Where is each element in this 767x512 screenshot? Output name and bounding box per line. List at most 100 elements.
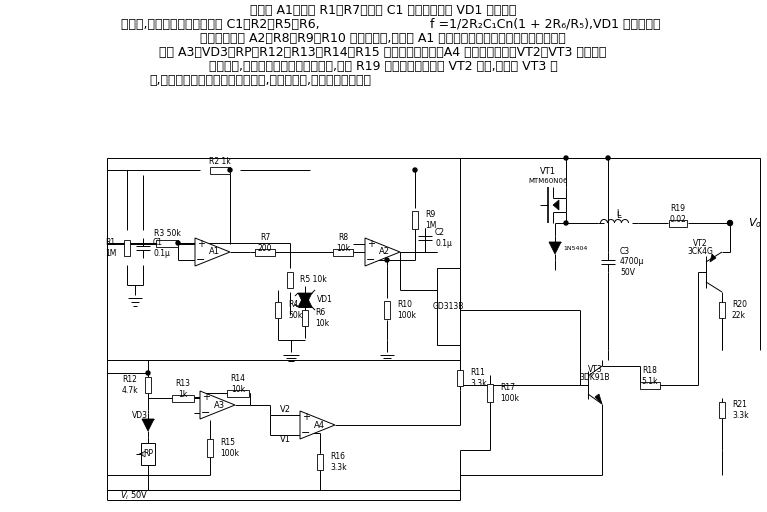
Text: C2
0.1μ: C2 0.1μ <box>435 228 452 248</box>
Text: R20
22k: R20 22k <box>732 301 747 319</box>
Text: R15
100k: R15 100k <box>220 438 239 458</box>
Text: R8
10k: R8 10k <box>336 233 350 253</box>
Text: V1: V1 <box>280 436 291 444</box>
Text: R21
3.3k: R21 3.3k <box>732 400 749 420</box>
Text: R4
50k: R4 50k <box>288 301 302 319</box>
Text: R17
100k: R17 100k <box>500 383 519 403</box>
Text: +: + <box>302 412 310 422</box>
Text: VT1: VT1 <box>540 167 556 177</box>
Text: R12
4.7k: R12 4.7k <box>122 375 139 395</box>
Text: $V_i$ 50V: $V_i$ 50V <box>120 490 149 502</box>
Bar <box>457 370 463 386</box>
Text: 3DK91B: 3DK91B <box>580 373 611 382</box>
Text: 比较器 A1、电阻 R1～R7、电容 C1 和双向稳压管 VD1 组成方波: 比较器 A1、电阻 R1～R7、电容 C1 和双向稳压管 VD1 组成方波 <box>250 4 516 16</box>
Bar <box>719 302 725 318</box>
Text: +: + <box>202 392 210 402</box>
Bar <box>384 301 390 319</box>
Text: R7
200: R7 200 <box>258 233 272 253</box>
Polygon shape <box>298 293 312 307</box>
Text: 出幅度。运放 A2、R8、R9、R10 组成积分器,它可将 A1 输出的方波转换成线性良好的三角波。: 出幅度。运放 A2、R8、R9、R10 组成积分器,它可将 A1 输出的方波转换… <box>200 32 566 45</box>
Polygon shape <box>553 200 559 210</box>
Bar <box>640 381 660 389</box>
Polygon shape <box>195 238 230 266</box>
Text: A3: A3 <box>214 400 225 410</box>
Text: +: + <box>367 239 375 249</box>
Circle shape <box>728 221 732 225</box>
Bar <box>207 439 213 457</box>
Bar <box>124 240 130 256</box>
Text: MTM60N06: MTM60N06 <box>528 178 568 184</box>
Polygon shape <box>549 242 561 254</box>
Bar <box>145 377 151 393</box>
Text: VD3: VD3 <box>132 411 148 419</box>
Text: 3CK4G: 3CK4G <box>687 247 713 257</box>
Text: R13
1k: R13 1k <box>176 379 190 399</box>
Bar <box>156 240 178 246</box>
Text: R5 10k: R5 10k <box>300 275 327 285</box>
Circle shape <box>385 258 389 262</box>
Bar <box>487 384 493 402</box>
Bar <box>255 248 275 255</box>
Polygon shape <box>200 391 235 419</box>
Text: R1
1M: R1 1M <box>105 238 117 258</box>
Text: A2: A2 <box>379 247 390 257</box>
Bar <box>317 454 323 470</box>
Bar <box>333 248 353 255</box>
Circle shape <box>564 156 568 160</box>
Bar <box>141 443 155 465</box>
Bar <box>287 272 293 288</box>
Polygon shape <box>710 254 716 262</box>
Text: R9
1M: R9 1M <box>425 210 436 230</box>
Bar <box>669 220 687 226</box>
Text: f =1/2R₂C₁Cn(1 + 2R₆/R₅),VD1 用来稳定输: f =1/2R₂C₁Cn(1 + 2R₆/R₅),VD1 用来稳定输 <box>430 17 660 31</box>
Text: 发生器,其振荡频率主要取决于 C1、R2、R5、R6,: 发生器,其振荡频率主要取决于 C1、R2、R5、R6, <box>120 17 319 31</box>
Text: R10
100k: R10 100k <box>397 301 416 319</box>
Bar <box>437 268 460 345</box>
Circle shape <box>146 371 150 375</box>
Circle shape <box>606 156 610 160</box>
Circle shape <box>564 221 568 225</box>
Text: VT2: VT2 <box>693 239 707 247</box>
Polygon shape <box>298 293 312 307</box>
Polygon shape <box>142 419 154 431</box>
Text: R6
10k: R6 10k <box>315 308 329 328</box>
Text: C3
4700μ
50V: C3 4700μ 50V <box>620 247 644 277</box>
Text: L: L <box>616 209 621 219</box>
Bar <box>227 390 249 396</box>
Text: RP: RP <box>143 450 153 459</box>
Circle shape <box>228 168 232 172</box>
Bar <box>412 211 418 229</box>
Text: −: − <box>301 428 311 438</box>
Bar <box>210 166 230 174</box>
Text: L: L <box>616 210 621 220</box>
Text: 保护电路,当输出电流增大到一定值时,电阻 R19 上的压降使三极管 VT2 导通,从而使 VT3 导: 保护电路,当输出电流增大到一定值时,电阻 R19 上的压降使三极管 VT2 导通… <box>209 59 558 73</box>
Text: +: + <box>197 239 205 249</box>
Polygon shape <box>595 394 602 404</box>
Bar <box>172 395 194 401</box>
Text: 通,将加在光耦合上的脉冲信号接地,开关管截止,开关管得到保护。: 通,将加在光耦合上的脉冲信号接地,开关管截止,开关管得到保护。 <box>149 74 371 87</box>
Polygon shape <box>300 411 335 439</box>
Polygon shape <box>365 238 400 266</box>
Text: C1
0.1μ: C1 0.1μ <box>153 238 170 258</box>
Circle shape <box>413 168 417 172</box>
Text: R2 1k: R2 1k <box>209 157 231 165</box>
Text: VT3: VT3 <box>588 366 602 374</box>
Text: 1N5404: 1N5404 <box>563 245 588 250</box>
Text: A4: A4 <box>314 420 324 430</box>
Text: GD313B: GD313B <box>433 302 464 311</box>
Circle shape <box>176 241 180 245</box>
Text: −: − <box>201 408 211 418</box>
Text: R11
3.3k: R11 3.3k <box>470 368 486 388</box>
Text: R3 50k: R3 50k <box>153 229 180 239</box>
Text: R14
10k: R14 10k <box>231 374 245 394</box>
Circle shape <box>728 221 732 225</box>
Bar <box>302 310 308 326</box>
Bar <box>275 302 281 318</box>
Text: V2: V2 <box>280 406 291 415</box>
Text: $V_o$: $V_o$ <box>748 216 762 230</box>
Text: −: − <box>367 255 376 265</box>
Text: 运放 A3、VD3、RP、R12、R13、R14、R15 组成比较放大器。A4 为脉宽调制器。VT2、VT3 组成过流: 运放 A3、VD3、RP、R12、R13、R14、R15 组成比较放大器。A4 … <box>160 46 607 58</box>
Text: A1: A1 <box>209 247 220 257</box>
Text: R16
3.3k: R16 3.3k <box>330 452 347 472</box>
Bar <box>719 402 725 418</box>
